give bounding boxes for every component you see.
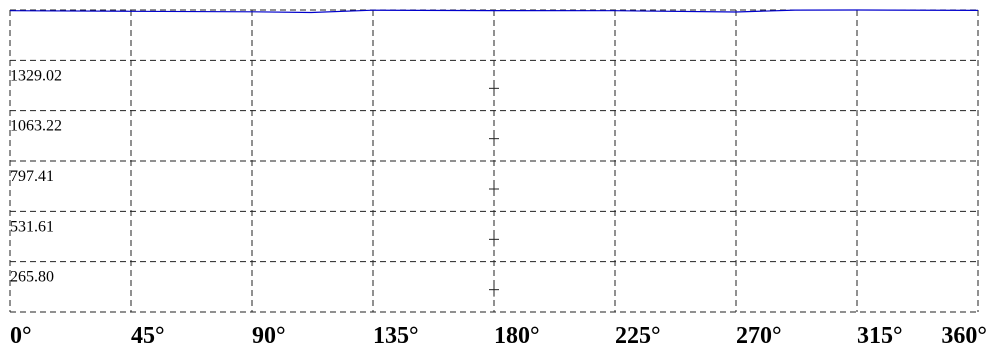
y-tick-label: 531.61 — [10, 218, 54, 235]
x-tick-label: 90° — [252, 323, 286, 349]
y-tick-label: 1063.22 — [10, 118, 62, 135]
x-tick-label: 270° — [736, 323, 782, 349]
x-tick-label: 315° — [857, 323, 903, 349]
x-tick-label: 180° — [494, 323, 540, 349]
x-tick-label: 135° — [373, 323, 419, 349]
y-tick-label: 1329.02 — [10, 67, 62, 84]
x-tick-label: 45° — [131, 323, 165, 349]
x-tick-label: 360° — [941, 323, 987, 349]
y-tick-label: 797.41 — [10, 168, 54, 185]
series-line — [9, 9, 979, 14]
x-tick-label: 0° — [10, 323, 32, 349]
x-tick-label: 225° — [615, 323, 661, 349]
y-tick-label: 265.80 — [10, 269, 54, 286]
